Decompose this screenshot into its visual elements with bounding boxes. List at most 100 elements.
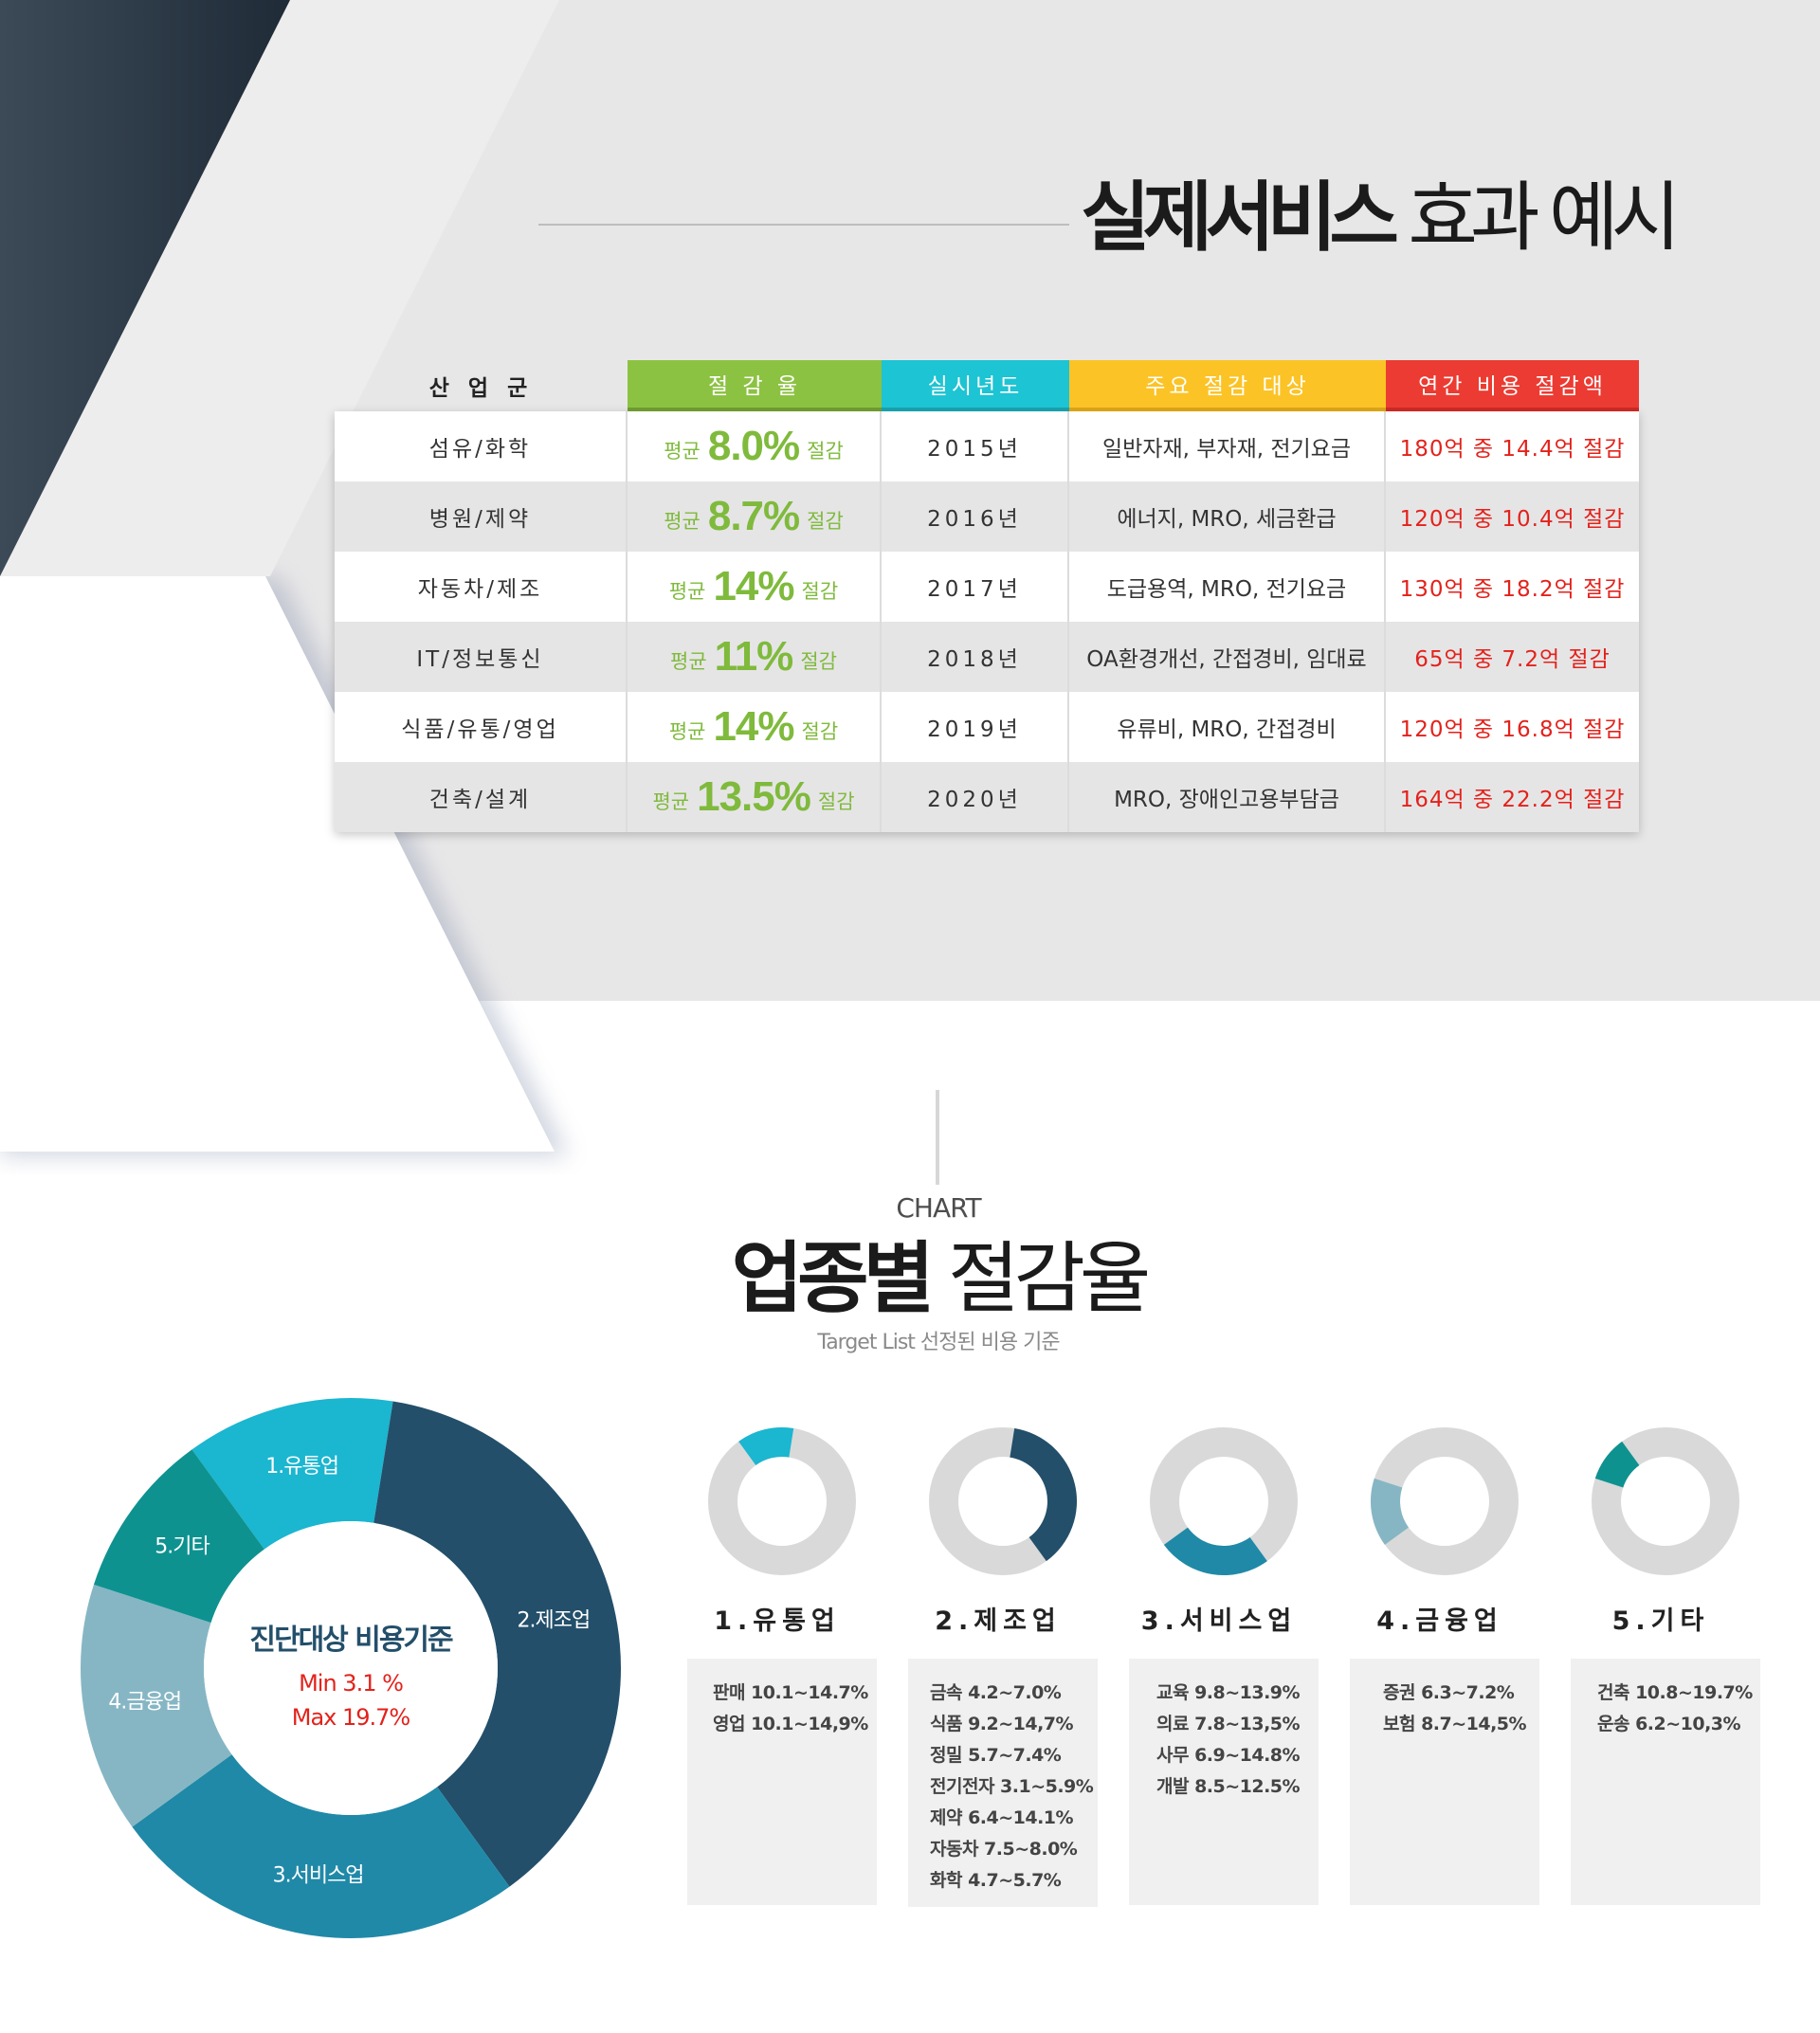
- chart-subtitle: Target List 선정된 비용 기준: [817, 1331, 1060, 1354]
- donut-segment: [1594, 1441, 1640, 1488]
- table-row: 식품/유통/영업 평균 14% 절감 2019년 유류비, MRO, 간접경비 12…: [335, 692, 1639, 762]
- small-donut-charts: [708, 1427, 1739, 1575]
- rate-prefix: 평균: [664, 510, 701, 533]
- cell-year: 2015년: [882, 411, 1069, 481]
- detail-line: 금속 4.2~7.0%: [930, 1682, 1062, 1703]
- detail-line: 개발 8.5~12.5%: [1156, 1776, 1301, 1797]
- donut-track: [1371, 1427, 1519, 1575]
- donut-segment: [1371, 1478, 1409, 1545]
- slice-label: 4.금융업: [108, 1690, 181, 1714]
- category-detail-box: 금속 4.2~7.0% 식품 9.2~14,7% 정밀 5.7~7.4% 전기전…: [908, 1659, 1098, 1907]
- cell-year: 2016년: [882, 481, 1069, 552]
- header-rate: 절 감 율: [628, 360, 882, 411]
- rate-prefix: 평균: [668, 720, 706, 743]
- header-targets: 주요 절감 대상: [1069, 360, 1386, 411]
- detail-line: 건축 10.8~19.7%: [1597, 1682, 1753, 1703]
- section-divider-line: [936, 1090, 939, 1185]
- detail-line: 운송 6.2~10,3%: [1597, 1714, 1741, 1734]
- detail-line: 보험 8.7~14,5%: [1383, 1714, 1527, 1734]
- table-row: 자동차/제조 평균 14% 절감 2017년 도급용역, MRO, 전기요금 130…: [335, 552, 1639, 622]
- rate-value: 13.5%: [697, 773, 811, 820]
- cell-savings: 130억 중 18.2억 절감: [1399, 577, 1626, 602]
- hero-title-bold: 실제서비스: [1081, 173, 1399, 262]
- rate-suffix: 절감: [800, 650, 837, 673]
- detail-line: 자동차 7.5~8.0%: [930, 1839, 1078, 1860]
- rate-suffix: 절감: [807, 510, 844, 533]
- donut-segment: [1163, 1527, 1267, 1575]
- center-max: Max 19.7%: [292, 1704, 410, 1731]
- category-detail-box: 건축 10.8~19.7% 운송 6.2~10,3%: [1571, 1659, 1760, 1905]
- donut-track: [708, 1427, 856, 1575]
- cell-targets: 도급용역, MRO, 전기요금: [1069, 552, 1386, 622]
- cell-savings: 120억 중 10.4억 절감: [1399, 507, 1626, 532]
- hero-title: 실제서비스 효과 예시: [1081, 171, 1681, 265]
- rate-value: 14%: [713, 563, 794, 609]
- donut-slice: [191, 1398, 393, 1550]
- detail-line: 정밀 5.7~7.4%: [930, 1745, 1062, 1766]
- detail-line: 판매 10.1~14.7%: [713, 1682, 868, 1703]
- center-title: 진단대상 비용기준: [249, 1624, 453, 1657]
- detail-line: 전기전자 3.1~5.9%: [930, 1776, 1094, 1797]
- cell-rate: 평균 11% 절감: [628, 622, 882, 692]
- cell-rate: 평균 14% 절감: [628, 552, 882, 622]
- detail-line: 화학 4.7~5.7%: [930, 1870, 1062, 1891]
- donut-slice: [132, 1754, 510, 1938]
- donut-slice: [93, 1449, 264, 1624]
- donut-segment: [1010, 1427, 1077, 1562]
- donut-slice: [373, 1401, 621, 1887]
- rate-prefix: 평균: [670, 650, 707, 673]
- cell-savings: 120억 중 16.8억 절감: [1399, 717, 1626, 742]
- effect-table: 산 업 군 절 감 율 실시년도 주요 절감 대상 연간 비용 절감액 섬유/화…: [335, 360, 1639, 832]
- decorative-shapes: [0, 0, 569, 1156]
- table-body: 섬유/화학 평균 8.0% 절감 2015년 일반자재, 부자재, 전기요금 180…: [335, 411, 1639, 832]
- rate-suffix: 절감: [801, 580, 839, 603]
- header-industry: 산 업 군: [428, 376, 534, 401]
- cell-industry: 병원/제약: [335, 481, 628, 552]
- cell-rate: 평균 8.0% 절감: [628, 411, 882, 481]
- donut-segment: [738, 1427, 794, 1465]
- cell-targets: OA환경개선, 간접경비, 임대료: [1069, 622, 1386, 692]
- category-detail-box: 판매 10.1~14.7% 영업 10.1~14,9%: [687, 1659, 877, 1905]
- table-row: 병원/제약 평균 8.7% 절감 2016년 에너지, MRO, 세금환급 120억…: [335, 481, 1639, 552]
- cell-savings: 180억 중 14.4억 절감: [1399, 437, 1626, 462]
- chart-title-bold: 업종별: [731, 1234, 935, 1324]
- category-label: 4.금융업: [1376, 1606, 1503, 1636]
- cell-industry: 식품/유통/영업: [335, 692, 628, 762]
- donut-slice: [81, 1584, 232, 1827]
- rate-suffix: 절감: [801, 720, 839, 743]
- cell-industry: IT/정보통신: [335, 622, 628, 692]
- cell-rate: 평균 14% 절감: [628, 692, 882, 762]
- cell-targets: 에너지, MRO, 세금환급: [1069, 481, 1386, 552]
- cell-rate: 평균 8.7% 절감: [628, 481, 882, 552]
- rate-value: 11%: [714, 633, 794, 680]
- chart-eyebrow: CHART: [896, 1192, 981, 1224]
- cell-year: 2019년: [882, 692, 1069, 762]
- table-row: 섬유/화학 평균 8.0% 절감 2015년 일반자재, 부자재, 전기요금 180…: [335, 411, 1639, 481]
- cell-industry: 자동차/제조: [335, 552, 628, 622]
- cell-targets: 유류비, MRO, 간접경비: [1069, 692, 1386, 762]
- category-detail-box: 교육 9.8~13.9% 의료 7.8~13,5% 사무 6.9~14.8% 개…: [1129, 1659, 1319, 1905]
- slice-label: 2.제조업: [518, 1609, 591, 1633]
- detail-line: 제약 6.4~14.1%: [930, 1807, 1074, 1828]
- detail-line: 사무 6.9~14.8%: [1156, 1745, 1301, 1766]
- category-detail-box: 증권 6.3~7.2% 보험 8.7~14,5%: [1350, 1659, 1539, 1905]
- category-label: 1.유통업: [714, 1606, 841, 1636]
- category-label: 5.기타: [1611, 1606, 1710, 1636]
- header-year: 실시년도: [882, 360, 1069, 411]
- center-min: Min 3.1 %: [299, 1670, 403, 1697]
- cell-savings: 65억 중 7.2억 절감: [1414, 647, 1611, 672]
- cell-year: 2018년: [882, 622, 1069, 692]
- cell-year: 2020년: [882, 762, 1069, 832]
- cell-year: 2017년: [882, 552, 1069, 622]
- detail-line: 의료 7.8~13,5%: [1156, 1714, 1301, 1734]
- table-header-row: 산 업 군 절 감 율 실시년도 주요 절감 대상 연간 비용 절감액: [335, 360, 1639, 411]
- slice-label: 1.유통업: [265, 1455, 338, 1479]
- rate-suffix: 절감: [817, 790, 855, 813]
- cell-savings: 164억 중 22.2억 절감: [1399, 788, 1626, 812]
- rate-suffix: 절감: [807, 440, 844, 463]
- rate-value: 14%: [713, 703, 794, 750]
- rate-value: 8.7%: [707, 493, 800, 539]
- header-savings: 연간 비용 절감액: [1386, 360, 1639, 411]
- hero-divider-line: [538, 224, 1069, 226]
- hero-title-light: 효과 예시: [1392, 173, 1681, 262]
